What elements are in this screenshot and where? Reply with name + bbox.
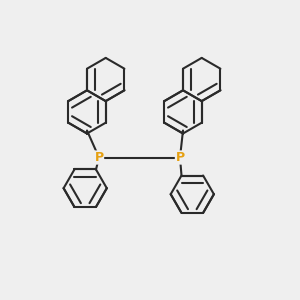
Text: P: P bbox=[176, 151, 184, 164]
Text: P: P bbox=[94, 151, 103, 164]
